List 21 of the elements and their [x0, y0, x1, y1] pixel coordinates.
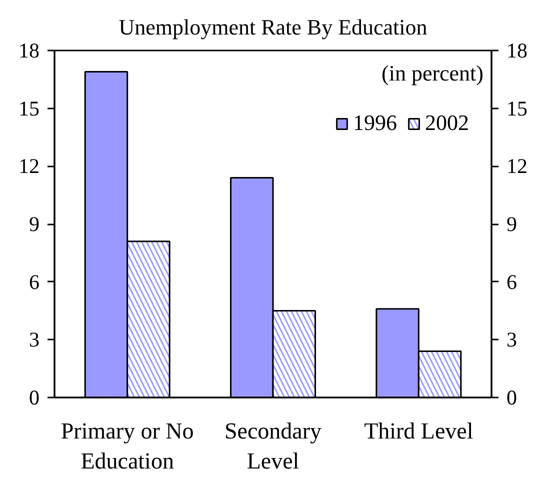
y2-tick-label: 3 — [506, 328, 517, 352]
y2-tick-label: 9 — [506, 212, 517, 236]
y-tick-label: 12 — [18, 154, 40, 178]
x-tick-label: Third Level — [364, 418, 474, 444]
y2-tick-label: 12 — [506, 154, 528, 178]
y-tick-label: 0 — [29, 386, 40, 410]
y-tick-label: 18 — [18, 38, 40, 62]
y-tick-label: 3 — [29, 328, 40, 352]
y-tick-label: 9 — [29, 212, 40, 236]
y2-tick-label: 6 — [506, 270, 517, 294]
y-tick-label: 15 — [18, 96, 40, 120]
y2-tick-label: 15 — [506, 96, 528, 120]
chart-title: Unemployment Rate By Education — [118, 14, 428, 40]
x-tick-label: Primary or No Education — [60, 418, 194, 474]
legend-label: 1996 — [353, 110, 397, 136]
annotation: (in percent) — [382, 60, 484, 86]
y2-tick-label: 0 — [506, 386, 517, 410]
legend-label: 2002 — [425, 110, 469, 136]
y-tick-label: 6 — [29, 270, 40, 294]
y2-tick-label: 18 — [506, 38, 528, 62]
x-tick-label: Secondary Level — [224, 418, 322, 474]
